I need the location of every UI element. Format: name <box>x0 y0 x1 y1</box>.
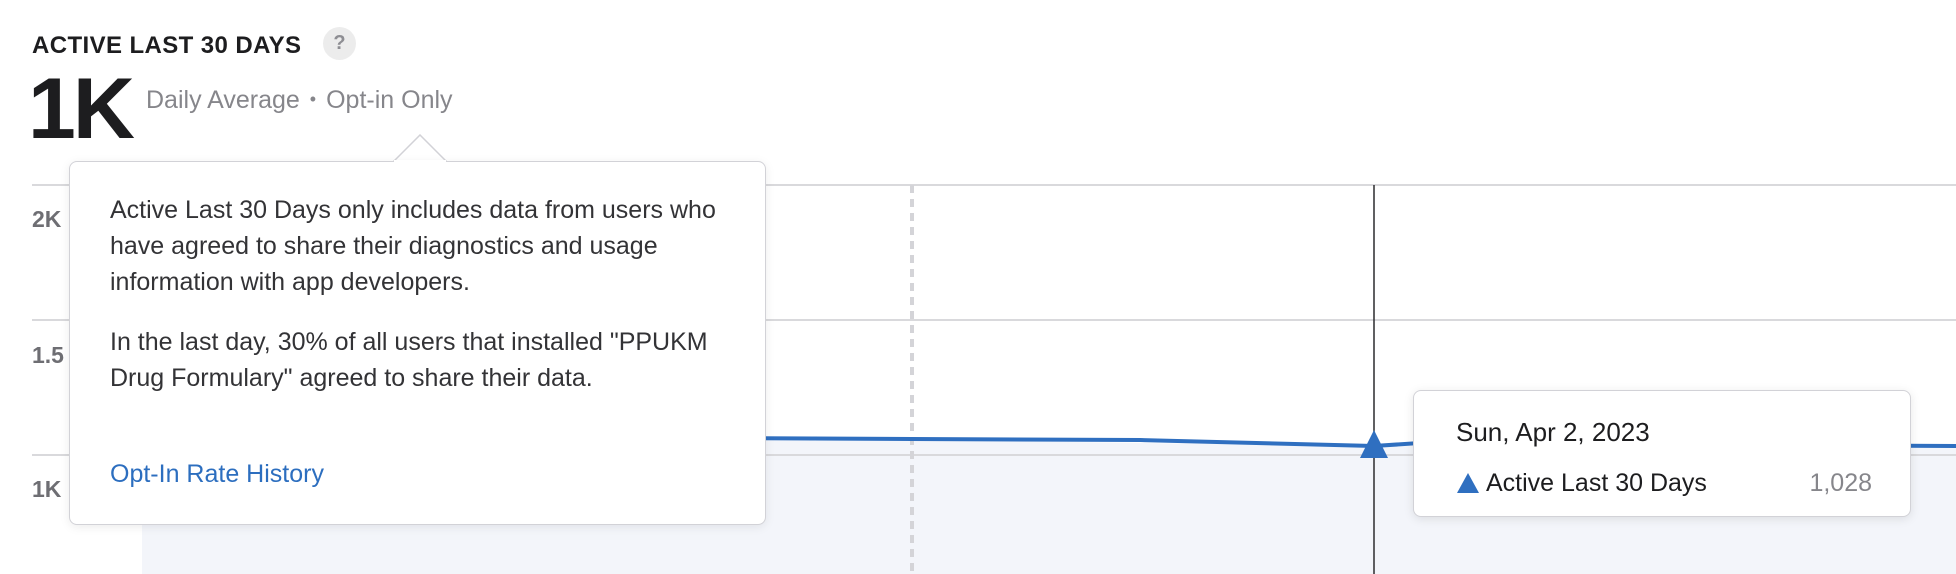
separator-dot: • <box>309 89 317 109</box>
metric-subtitle: Daily Average • Opt-in Only <box>146 86 453 115</box>
metric-scope: Opt-in Only <box>326 86 453 114</box>
popover-paragraph: In the last day, 30% of all users that i… <box>110 328 708 392</box>
y-tick-label: 2K <box>32 206 62 232</box>
opt-in-rate-history-link[interactable]: Opt-In Rate History <box>110 460 324 488</box>
popover-arrow <box>393 134 447 162</box>
y-tick-label: 1.5 <box>32 342 64 368</box>
popover-paragraph: Active Last 30 Days only includes data f… <box>110 196 716 296</box>
y-tick-label: 1K <box>32 476 62 502</box>
metric-label: Daily Average <box>146 86 300 114</box>
data-tooltip: Sun, Apr 2, 2023 Active Last 30 Days 1,0… <box>1413 390 1911 517</box>
tooltip-series-value: 1,028 <box>1809 469 1872 497</box>
metric-title: ACTIVE LAST 30 DAYS <box>32 32 302 59</box>
metric-value: 1K <box>28 61 135 157</box>
triangle-icon <box>1457 473 1479 493</box>
tooltip-date: Sun, Apr 2, 2023 <box>1456 417 1650 447</box>
popover-arrow-join <box>394 160 446 164</box>
info-popover: Active Last 30 Days only includes data f… <box>69 161 766 525</box>
help-icon[interactable]: ? <box>323 27 356 60</box>
tooltip-series-name: Active Last 30 Days <box>1486 469 1707 497</box>
hovered-point-marker <box>1360 430 1388 458</box>
